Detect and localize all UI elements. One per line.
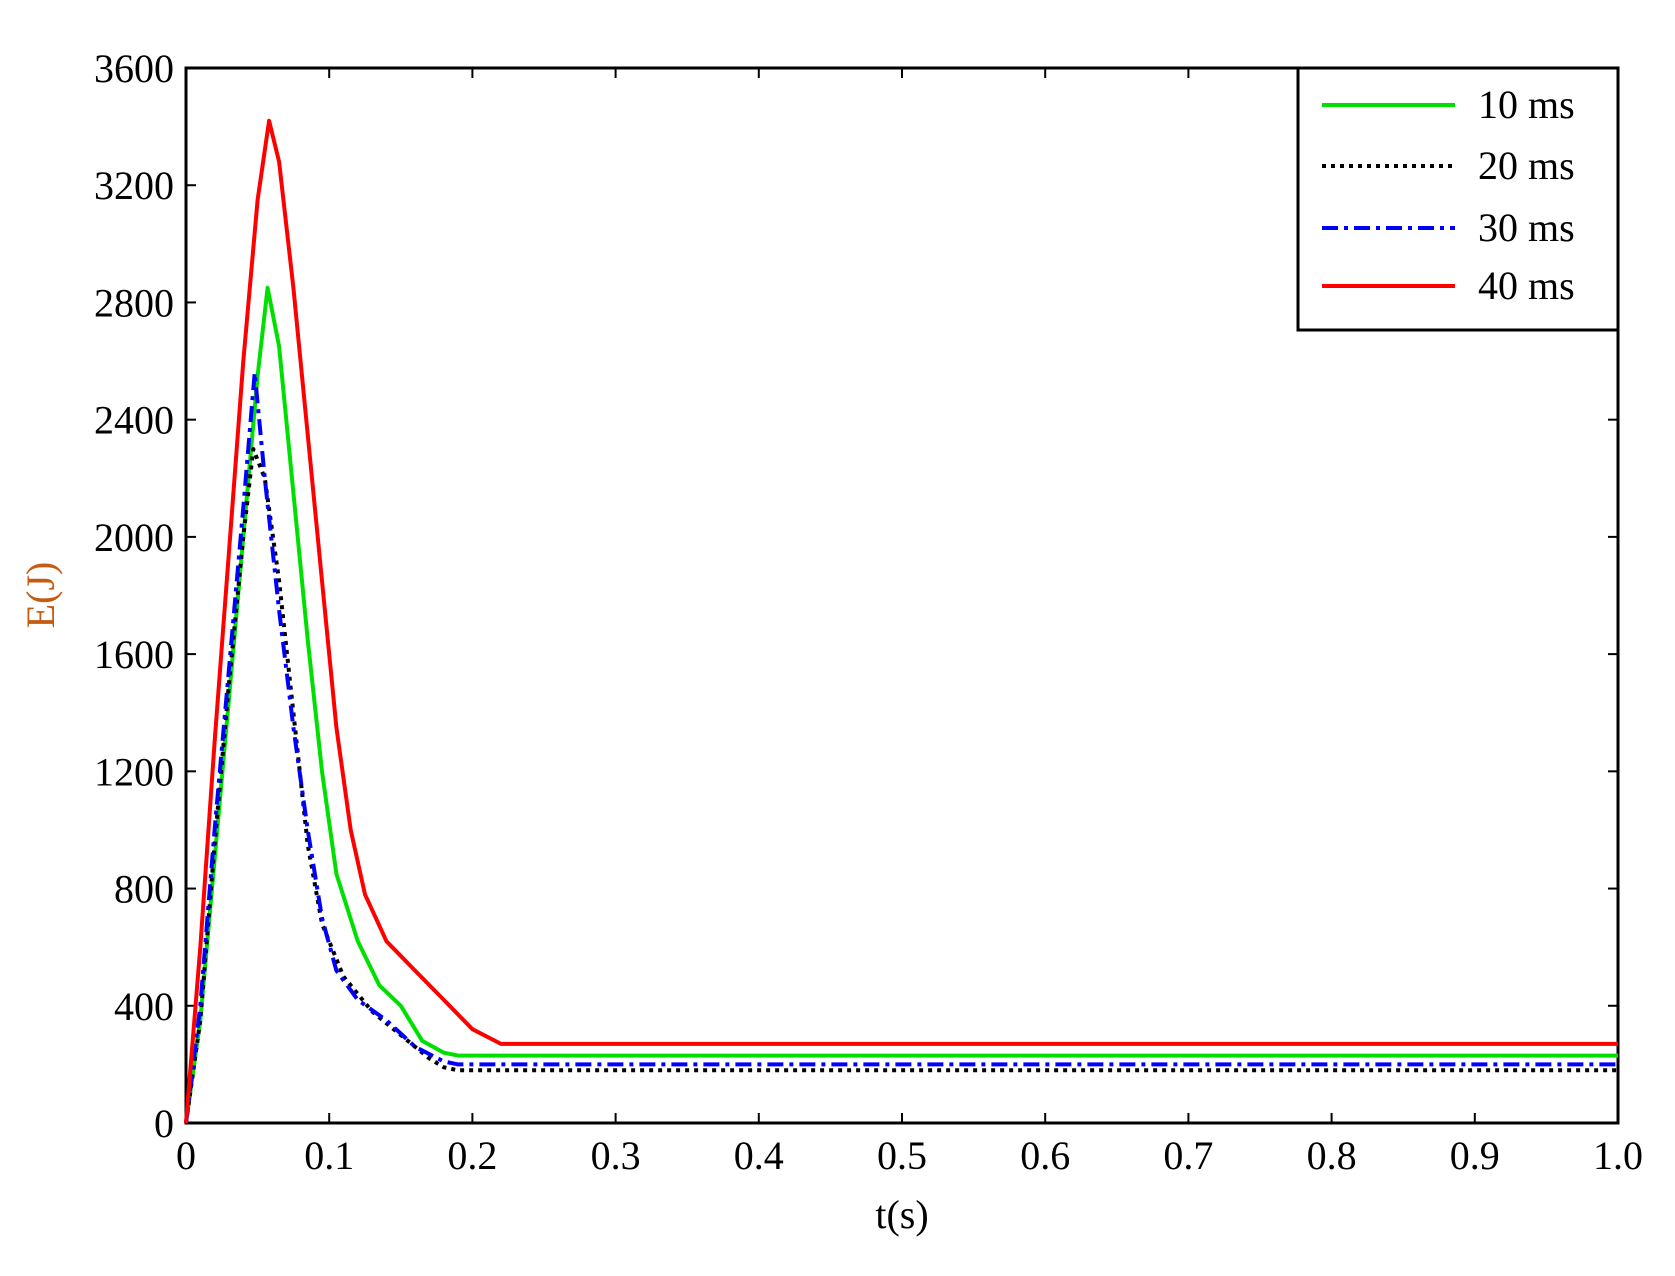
x-tick-label: 0.3 bbox=[591, 1133, 641, 1178]
y-tick-label: 1600 bbox=[94, 632, 174, 677]
y-tick-label: 800 bbox=[114, 867, 174, 912]
y-tick-label: 2000 bbox=[94, 515, 174, 560]
y-tick-label: 400 bbox=[114, 984, 174, 1029]
y-tick-label: 0 bbox=[154, 1101, 174, 1146]
x-tick-label: 0.5 bbox=[877, 1133, 927, 1178]
axis-ticks: 0 0.1 0.2 0.3 0.4 0.5 0.6 0.7 0.8 0.9 1.0 0 400 800 12… bbox=[94, 46, 1643, 1178]
x-tick-label: 0.2 bbox=[447, 1133, 497, 1178]
y-tick-label: 1200 bbox=[94, 749, 174, 794]
y-axis-label: E(J) bbox=[18, 562, 63, 629]
y-tick-label: 2400 bbox=[94, 398, 174, 443]
y-tick-label: 3600 bbox=[94, 46, 174, 91]
x-tick-label: 1.0 bbox=[1593, 1133, 1643, 1178]
series-line-30-ms bbox=[184, 370, 1618, 1124]
series-line-10-ms bbox=[184, 285, 1618, 1124]
series-line-40-ms bbox=[184, 118, 1618, 1124]
x-tick-label: 0.7 bbox=[1163, 1133, 1213, 1178]
x-tick-label: 0.9 bbox=[1450, 1133, 1500, 1178]
legend-label: 30 ms bbox=[1478, 205, 1575, 250]
legend-label: 20 ms bbox=[1478, 143, 1575, 188]
x-tick-label: 0.8 bbox=[1307, 1133, 1357, 1178]
x-tick-label: 0.4 bbox=[734, 1133, 784, 1178]
x-tick-label: 0.6 bbox=[1020, 1133, 1070, 1178]
y-tick-label: 2800 bbox=[94, 280, 174, 325]
series-line-20-ms bbox=[184, 447, 1618, 1124]
legend: 10 ms 20 ms 30 ms 40 ms bbox=[1296, 66, 1620, 332]
series-layer bbox=[184, 118, 1618, 1124]
x-tick-label: 0.1 bbox=[304, 1133, 354, 1178]
x-axis-label: t(s) bbox=[875, 1192, 928, 1237]
y-tick-label: 3200 bbox=[94, 163, 174, 208]
legend-label: 10 ms bbox=[1478, 82, 1575, 127]
x-tick-label: 0 bbox=[176, 1133, 196, 1178]
legend-label: 40 ms bbox=[1478, 263, 1575, 308]
